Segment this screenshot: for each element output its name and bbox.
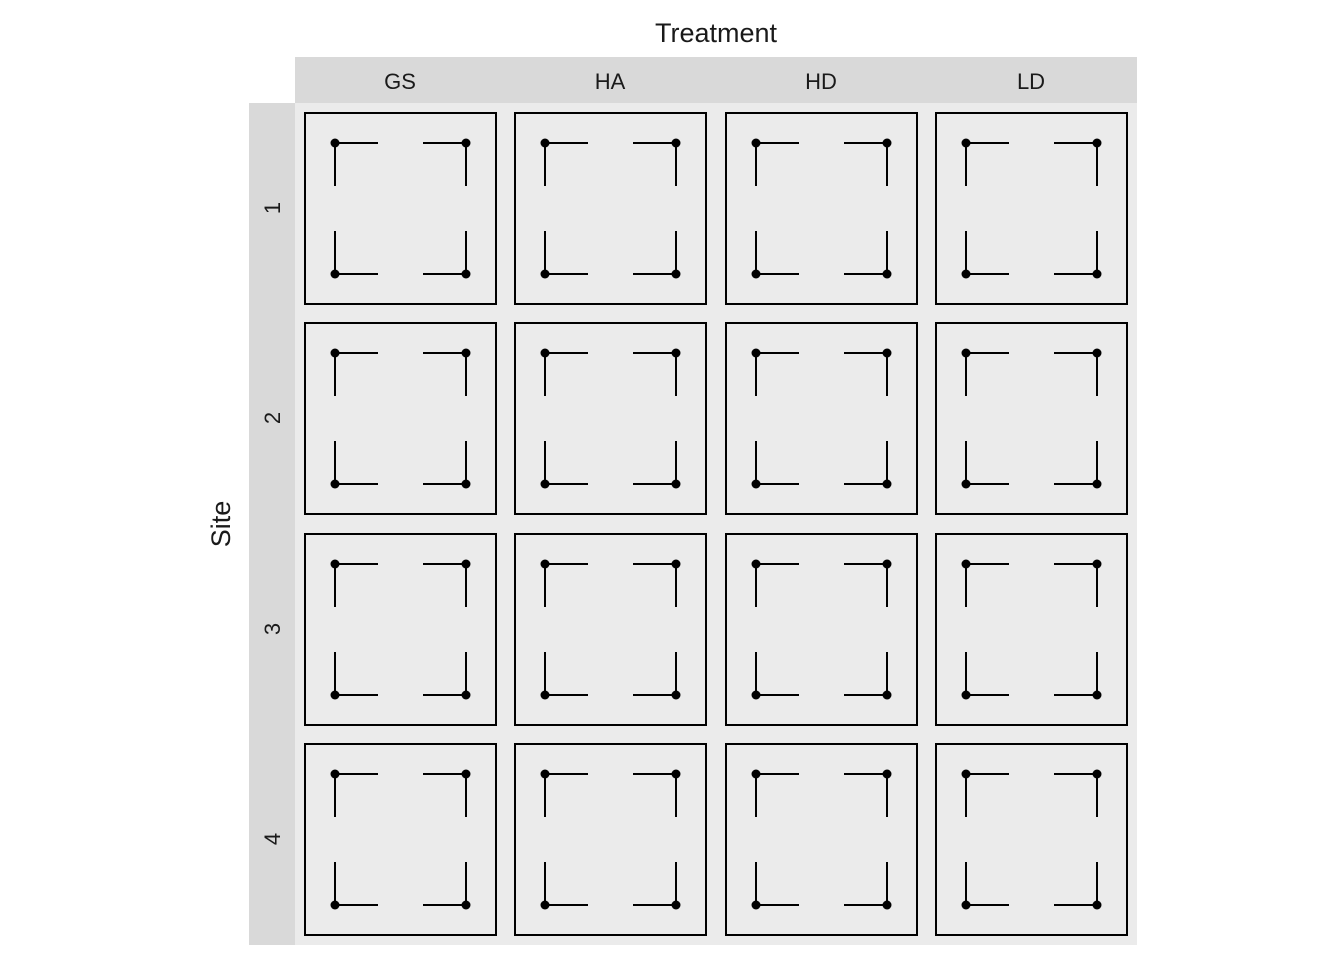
corner-top-left-point [540,559,550,569]
panel-gs-4 [304,743,497,936]
corner-bottom-left-point [330,690,340,700]
corner-top-right-point [882,559,892,569]
panel-ha-2 [514,322,707,515]
row-label-1: 1 [260,202,285,214]
corner-bottom-right-point [671,269,681,279]
corner-top-right-point [1092,559,1102,569]
panel-hd-2 [725,322,918,515]
corner-bottom-right-point [882,479,892,489]
column-facet-title: Treatment [655,18,778,48]
corner-top-right-point [461,138,471,148]
corner-bottom-left-point [330,900,340,910]
column-label-hd: HD [805,69,837,94]
corner-top-left-point [330,348,340,358]
panel-hd-4 [725,743,918,936]
row-strip-background [249,103,295,945]
corner-top-right-point [461,769,471,779]
corner-bottom-left-point [330,269,340,279]
corner-top-left-point [330,769,340,779]
corner-bottom-right-point [1092,269,1102,279]
corner-bottom-right-point [882,690,892,700]
corner-top-left-point [540,348,550,358]
panel-hd-3 [725,533,918,726]
corner-bottom-left-point [540,900,550,910]
panel-gs-3 [304,533,497,726]
corner-top-left-point [961,138,971,148]
corner-bottom-right-point [461,900,471,910]
column-strip-background [295,57,1137,103]
row-label-4: 4 [260,833,285,845]
column-label-gs: GS [384,69,416,94]
panel-ld-1 [935,112,1128,305]
panel-ha-3 [514,533,707,726]
corner-bottom-left-point [961,900,971,910]
panel-grid [304,112,1128,936]
corner-bottom-right-point [461,690,471,700]
corner-bottom-right-point [671,479,681,489]
corner-bottom-left-point [540,690,550,700]
corner-top-right-point [671,559,681,569]
corner-top-left-point [540,769,550,779]
panel-ha-4 [514,743,707,936]
corner-top-left-point [961,559,971,569]
corner-bottom-right-point [461,269,471,279]
panel-ld-3 [935,533,1128,726]
panel-ha-1 [514,112,707,305]
corner-top-left-point [961,769,971,779]
corner-top-right-point [1092,769,1102,779]
row-label-2: 2 [260,412,285,424]
corner-bottom-left-point [961,479,971,489]
corner-top-left-point [330,138,340,148]
corner-top-right-point [461,348,471,358]
corner-top-left-point [751,138,761,148]
corner-top-left-point [751,559,761,569]
corner-bottom-left-point [330,479,340,489]
corner-top-right-point [882,138,892,148]
corner-bottom-right-point [882,900,892,910]
corner-bottom-left-point [540,269,550,279]
corner-top-right-point [671,769,681,779]
corner-bottom-left-point [751,690,761,700]
corner-top-right-point [671,348,681,358]
corner-top-left-point [751,769,761,779]
corner-bottom-left-point [961,269,971,279]
corner-top-right-point [1092,138,1102,148]
row-label-3: 3 [260,623,285,635]
panel-gs-2 [304,322,497,515]
corner-top-right-point [882,769,892,779]
corner-bottom-right-point [1092,900,1102,910]
corner-top-left-point [330,559,340,569]
corner-top-right-point [671,138,681,148]
panel-gs-1 [304,112,497,305]
panel-ld-4 [935,743,1128,936]
corner-top-left-point [540,138,550,148]
corner-bottom-left-point [751,900,761,910]
corner-top-right-point [1092,348,1102,358]
corner-bottom-left-point [751,479,761,489]
panel-hd-1 [725,112,918,305]
corner-bottom-right-point [882,269,892,279]
corner-bottom-left-point [540,479,550,489]
panel-ld-2 [935,322,1128,515]
corner-top-right-point [882,348,892,358]
corner-bottom-right-point [461,479,471,489]
corner-bottom-left-point [961,690,971,700]
row-facet-title: Site [206,501,236,548]
corner-bottom-right-point [671,900,681,910]
column-label-ld: LD [1017,69,1045,94]
corner-top-right-point [461,559,471,569]
corner-bottom-right-point [1092,479,1102,489]
corner-top-left-point [751,348,761,358]
corner-top-left-point [961,348,971,358]
corner-bottom-right-point [671,690,681,700]
corner-bottom-left-point [751,269,761,279]
column-label-ha: HA [595,69,626,94]
corner-bottom-right-point [1092,690,1102,700]
